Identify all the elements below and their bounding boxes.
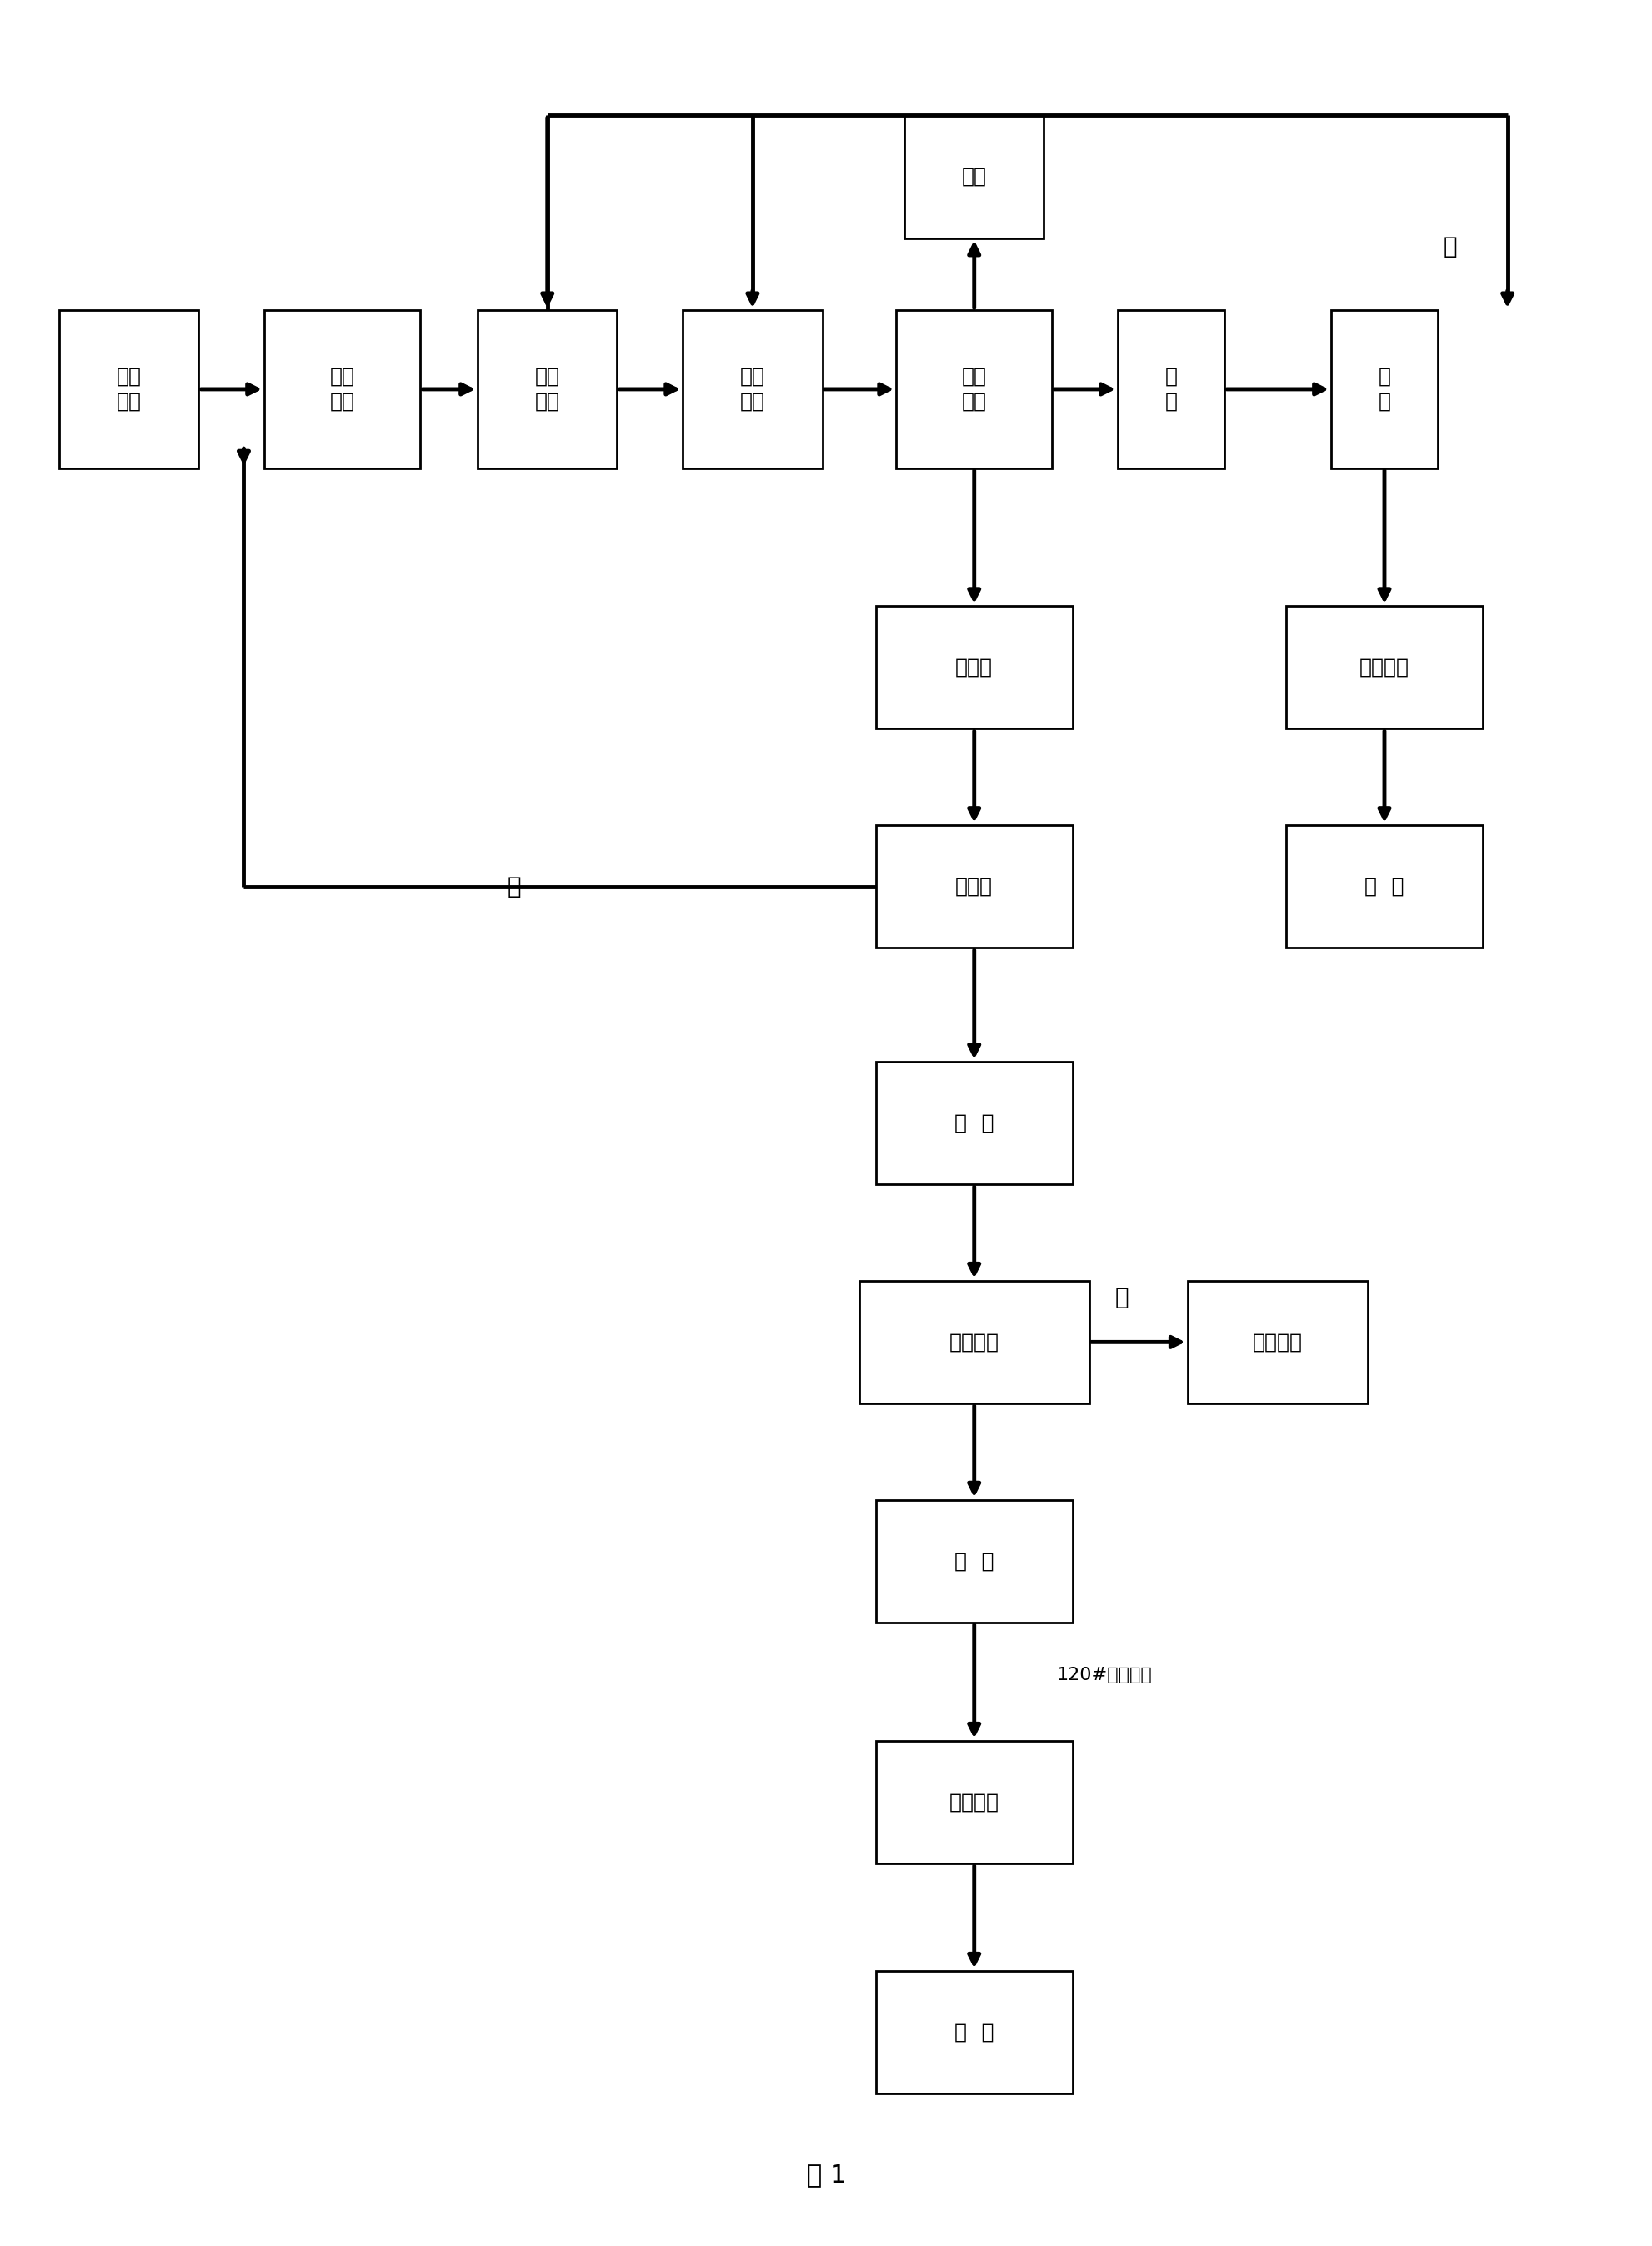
- Bar: [876, 1970, 1072, 2093]
- Text: 纤维: 纤维: [961, 166, 986, 186]
- Bar: [1186, 1280, 1368, 1404]
- Text: 皂  素: 皂 素: [953, 2021, 993, 2042]
- Bar: [1330, 310, 1437, 467]
- Text: 末端治理: 末端治理: [1252, 1332, 1302, 1352]
- Text: 水: 水: [507, 874, 522, 898]
- Text: 图 1: 图 1: [806, 2163, 846, 2188]
- Text: 干  燥: 干 燥: [953, 1552, 993, 1572]
- Bar: [1285, 606, 1482, 728]
- Text: 120#溶剂汽油: 120#溶剂汽油: [1056, 1667, 1151, 1682]
- Bar: [895, 310, 1052, 467]
- Bar: [264, 310, 420, 467]
- Text: 皂甙浆: 皂甙浆: [955, 658, 993, 678]
- Text: 淀
粉: 淀 粉: [1165, 366, 1176, 411]
- Bar: [859, 1280, 1089, 1404]
- Bar: [876, 1062, 1072, 1184]
- Text: 萃取浓缩: 萃取浓缩: [948, 1792, 998, 1813]
- Text: 水: 水: [1442, 236, 1457, 258]
- Text: 高压
喷洗: 高压 喷洗: [330, 366, 355, 411]
- Text: 淀粉滤饼: 淀粉滤饼: [1358, 658, 1409, 678]
- Bar: [876, 1500, 1072, 1622]
- Bar: [904, 115, 1044, 238]
- Text: 酒  精: 酒 精: [1365, 876, 1404, 896]
- Text: 脱酸脱水: 脱酸脱水: [948, 1332, 998, 1352]
- Bar: [59, 310, 198, 467]
- Text: 二级
精粉: 二级 精粉: [740, 366, 765, 411]
- Text: 酸  解: 酸 解: [953, 1114, 993, 1132]
- Bar: [876, 606, 1072, 728]
- Bar: [876, 824, 1072, 948]
- Text: 一级
粗粉: 一级 粗粉: [535, 366, 560, 411]
- Text: 水: 水: [1115, 1287, 1128, 1309]
- Text: 黄姜
除杂: 黄姜 除杂: [116, 366, 142, 411]
- Bar: [876, 1741, 1072, 1864]
- Text: 膜浓缩: 膜浓缩: [955, 876, 993, 896]
- Bar: [1285, 824, 1482, 948]
- Bar: [682, 310, 823, 467]
- Bar: [477, 310, 616, 467]
- Text: 脱
水: 脱 水: [1378, 366, 1389, 411]
- Text: 原浆
分离: 原浆 分离: [961, 366, 986, 411]
- Bar: [1117, 310, 1224, 467]
